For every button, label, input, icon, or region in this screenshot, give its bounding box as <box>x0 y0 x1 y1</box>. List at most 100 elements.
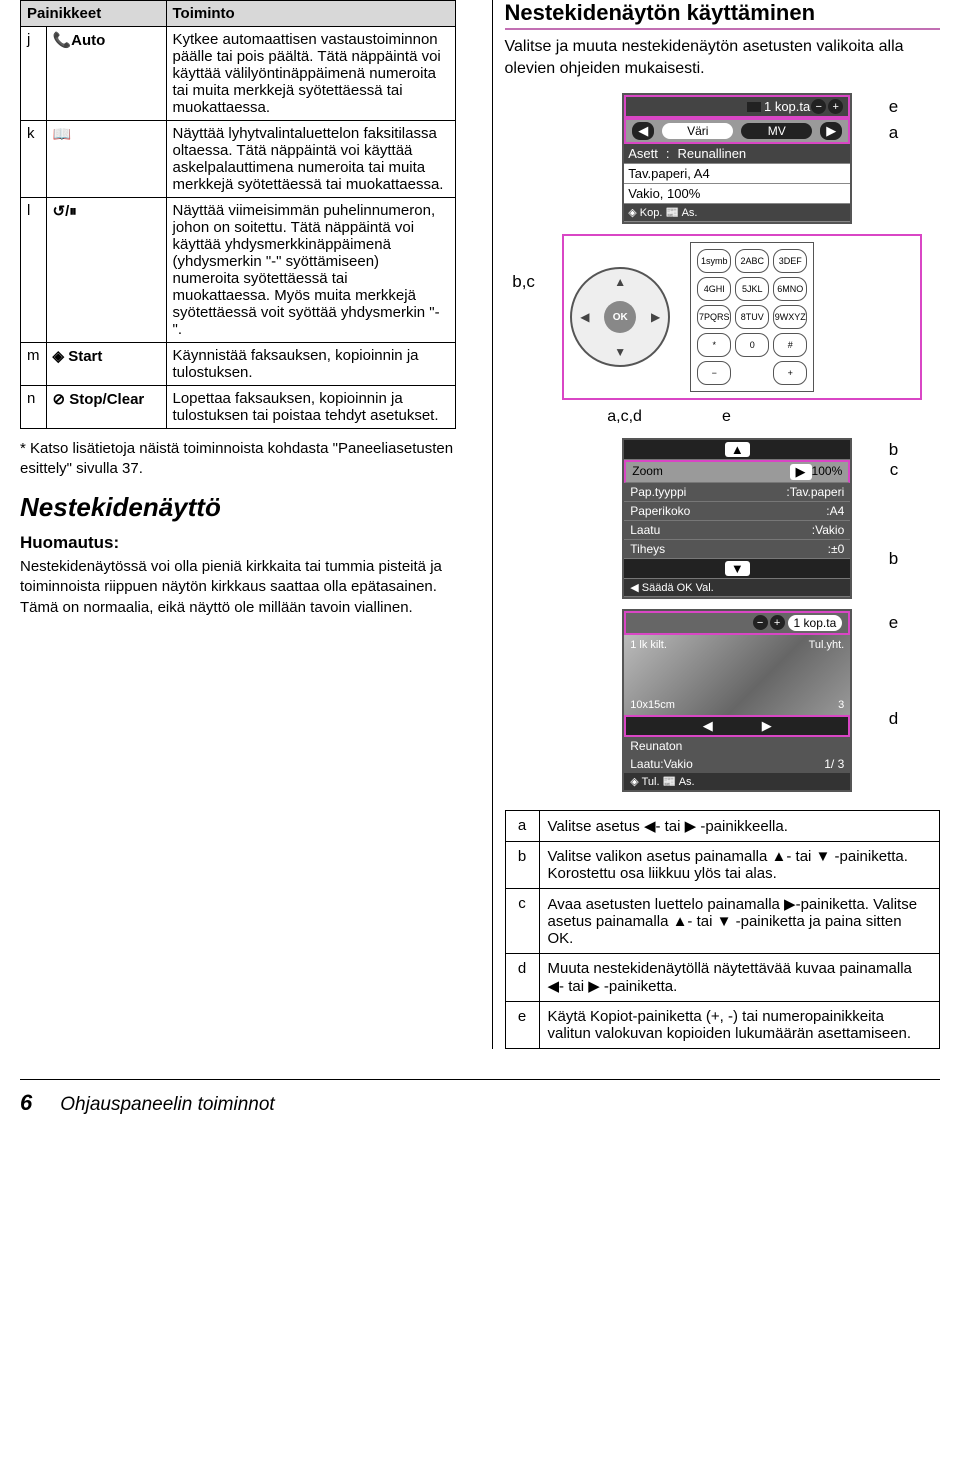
right-arrow-icon: ▶ <box>820 122 842 140</box>
keypad-button[interactable]: 5JKL <box>735 277 769 301</box>
keypad-button[interactable]: 1symb <box>697 249 731 273</box>
keypad-button[interactable]: 4GHI <box>697 277 731 301</box>
lcd2-setting-value: A4 <box>830 504 845 518</box>
table-row-desc: Lopettaa faksauksen, kopioinnin ja tulos… <box>166 386 455 429</box>
lcd-photo-screen: − + 1 kop.ta 1 lk kilt. Tul.yht. 10x15cm… <box>622 609 852 792</box>
instr-key: a <box>505 811 539 842</box>
left-arrow-icon[interactable]: ◀ <box>580 310 589 324</box>
down-indicator-icon: ▼ <box>725 561 750 576</box>
right-title: Nestekidenäytön käyttäminen <box>505 0 941 30</box>
callout-a: a <box>889 123 898 143</box>
page-number: 6 <box>20 1090 32 1116</box>
lcd2-setting-label: Tiheys <box>630 542 827 556</box>
keypad-button[interactable]: 9WXYZ <box>773 305 807 329</box>
right-arrow-icon[interactable]: ▶ <box>651 310 660 324</box>
lcd2-setting-label: Laatu <box>630 523 812 537</box>
buttons-table: Painikkeet Toiminto j📞AutoKytkee automaa… <box>20 0 456 429</box>
right-intro: Valitse ja muuta nestekidenäytön asetust… <box>505 36 941 79</box>
lcd3-copies: 1 kop.ta <box>788 615 843 631</box>
lcd3-line1: Reunaton <box>630 739 682 753</box>
table-row-icon: ↺/⏸ <box>46 198 166 343</box>
lcd3-t4: 3 <box>838 699 844 711</box>
lcd2-zoom-lbl: Zoom <box>632 464 789 480</box>
table-row-icon: ◈ Start <box>46 343 166 386</box>
right-indicator-icon: ▶ <box>790 464 812 480</box>
th-buttons: Painikkeet <box>21 1 167 27</box>
lcd-copy-screen: 1 kop.ta − + ◀ Väri MV ▶ Asett : Reunall… <box>622 93 852 224</box>
plus-icon: + <box>828 99 843 114</box>
minus-icon: − <box>753 615 768 630</box>
plus-icon: + <box>770 615 785 630</box>
table-row-desc: Käynnistää faksauksen, kopioinnin ja tul… <box>166 343 455 386</box>
note-label: Huomautus: <box>20 533 456 553</box>
dpad[interactable]: ▲ ▼ ◀ ▶ OK <box>570 267 670 367</box>
page-footer: 6 Ohjauspaneelin toiminnot <box>20 1079 940 1116</box>
lcd3-footer: ◈ Tul. 📰 As. <box>624 773 850 790</box>
lcd2-setting-label: Paperikoko <box>630 504 826 518</box>
table-row-icon: 📖 <box>46 121 166 198</box>
up-arrow-icon[interactable]: ▲ <box>614 275 626 289</box>
minus-icon: − <box>811 99 826 114</box>
lcd3-nav-row: ◀ ▶ <box>624 715 850 737</box>
footnote-text: * Katso lisätietoja näistä toiminnoista … <box>20 439 456 478</box>
table-row-desc: Näyttää viimeisimmän puhelinnumeron, joh… <box>166 198 455 343</box>
footer-title: Ohjauspaneelin toiminnot <box>60 1094 274 1116</box>
lcd1-tab-color: Väri <box>662 123 733 139</box>
keypad-button[interactable]: # <box>773 333 807 357</box>
keypad-button[interactable]: 0 <box>735 333 769 357</box>
lcd-settings-screen: ▲ Zoom ▶ 100% Pap.tyyppi: Tav.paperiPape… <box>622 438 852 599</box>
keypad-button[interactable]: − <box>697 361 731 385</box>
keypad-button[interactable]: 2ABC <box>735 249 769 273</box>
keypad-button[interactable]: 6MNO <box>773 277 807 301</box>
keypad-button[interactable]: + <box>773 361 807 385</box>
keypad-button[interactable]: 7PQRS <box>697 305 731 329</box>
lcd1-asett-val: Reunallinen <box>678 146 747 161</box>
instr-text: Käytä Kopiot-painiketta (+, -) tai numer… <box>539 1002 940 1049</box>
instr-text: Avaa asetusten luettelo painamalla ▶-pai… <box>539 889 940 954</box>
note-text: Nestekidenäytössä voi olla pieniä kirkka… <box>20 557 456 618</box>
callout-e2: e <box>722 408 731 426</box>
callout-b: b <box>889 440 898 460</box>
table-row-key: n <box>21 386 47 429</box>
instr-key: b <box>505 842 539 889</box>
table-row-desc: Näyttää lyhytvalintaluettelon faksitilas… <box>166 121 455 198</box>
table-row-icon: ⊘ Stop/Clear <box>46 386 166 429</box>
numeric-keypad[interactable]: 1symb2ABC3DEF 4GHI5JKL6MNO 7PQRS8TUV9WXYZ *… <box>690 242 814 392</box>
keypad-button[interactable]: 8TUV <box>735 305 769 329</box>
photo-preview: 1 lk kilt. Tul.yht. 10x15cm 3 <box>624 635 850 715</box>
lcd3-t1: 1 lk kilt. <box>630 639 667 651</box>
lcd3-line2r: 1/ 3 <box>824 757 844 771</box>
table-row-key: j <box>21 27 47 121</box>
table-row-key: k <box>21 121 47 198</box>
lcd1-zoom: Vakio, 100% <box>624 184 850 204</box>
keypad-button[interactable]: 3DEF <box>773 249 807 273</box>
down-arrow-icon[interactable]: ▼ <box>614 345 626 359</box>
instr-text: Valitse valikon asetus painamalla ▲- tai… <box>539 842 940 889</box>
up-indicator-icon: ▲ <box>725 442 750 457</box>
table-row-icon: 📞Auto <box>46 27 166 121</box>
instr-text: Muuta nestekidenäytöllä näytettävää kuva… <box>539 954 940 1002</box>
left-arrow-icon: ◀ <box>632 122 654 140</box>
lcd1-tab-mv: MV <box>741 123 812 139</box>
lcd2-setting-value: Vakio <box>815 523 844 537</box>
keypad-button[interactable]: * <box>697 333 731 357</box>
callout-b2: b <box>889 549 898 569</box>
ok-button[interactable]: OK <box>604 301 636 333</box>
instr-key: e <box>505 1002 539 1049</box>
table-row-desc: Kytkee automaattisen vastaustoiminnon pä… <box>166 27 455 121</box>
table-row-key: l <box>21 198 47 343</box>
lcd2-zoom-val: 100% <box>812 464 843 480</box>
lcd1-footer: ◈ Kop. 📰 As. <box>624 204 850 222</box>
lcd3-t3: 10x15cm <box>630 699 675 711</box>
lcd1-paper: Tav.paperi, A4 <box>624 164 850 184</box>
instr-key: c <box>505 889 539 954</box>
callout-c: c <box>890 460 899 480</box>
lcd2-setting-value: ±0 <box>831 542 844 556</box>
callout-e3: e <box>889 613 898 633</box>
callout-acd: a,c,d <box>607 408 642 426</box>
th-function: Toiminto <box>166 1 455 27</box>
callout-bc: b,c <box>512 272 535 292</box>
lcd-section-title: Nestekidenäyttö <box>20 492 456 523</box>
lcd3-line2l: Laatu:Vakio <box>630 757 693 771</box>
copies-icon <box>747 102 761 112</box>
